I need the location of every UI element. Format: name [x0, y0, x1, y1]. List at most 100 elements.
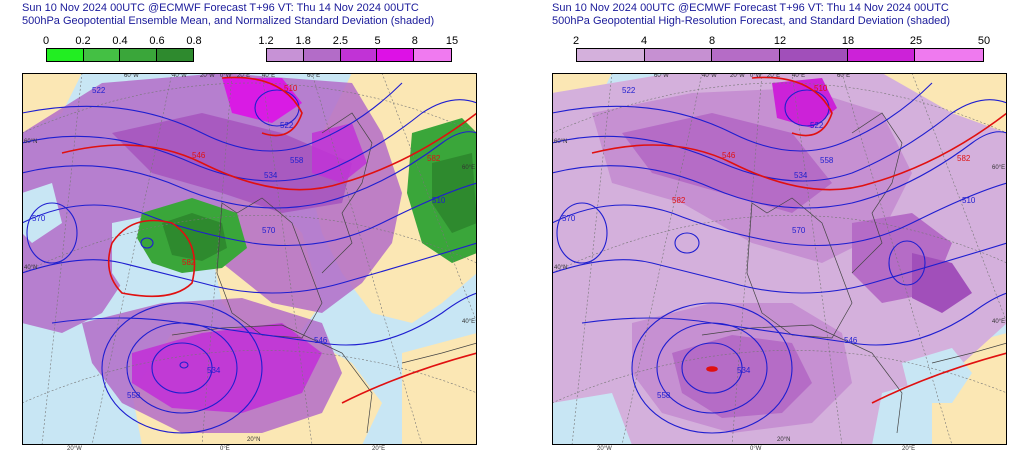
contour-labels: 510 522 534 546 558 570 582 510 534 546 … [562, 84, 976, 400]
colorbar-segment [577, 49, 645, 61]
colorbar-segment [156, 49, 193, 61]
lat-label: 60°N [24, 139, 37, 145]
colorbar-tick-label: 0.2 [75, 35, 91, 47]
contour-label: 582 [672, 196, 686, 205]
colorbar-tick-label: 15 [445, 35, 459, 47]
graticule [22, 73, 477, 445]
lon-label: 20°W [730, 73, 745, 79]
contour-label: 570 [32, 214, 46, 223]
contour-label: 582 [182, 258, 196, 267]
map-frame [552, 73, 1007, 445]
contour-label: 510 [284, 84, 298, 93]
colorbar-tick-label: 5 [374, 35, 381, 47]
left-title-line2: 500hPa Geopotential Ensemble Mean, and N… [22, 15, 435, 27]
geopotential-contours [22, 82, 477, 434]
contour-label: 570 [262, 226, 276, 235]
colorbar-segment [83, 49, 120, 61]
contour-label: 546 [192, 151, 206, 160]
colorbar-segment [303, 49, 341, 61]
lon-label: 40°W [172, 73, 187, 79]
contour-labels: 510 522 534 546 558 570 582 510 534 546 … [32, 84, 446, 400]
colorbar-segment [712, 49, 780, 61]
lat-label: 40°N [24, 265, 37, 271]
lon-label: 60°W [124, 73, 139, 79]
geopotential-contours [552, 82, 1007, 434]
contour-label: 558 [820, 156, 834, 165]
left-map: 510 522 534 546 558 570 582 510 534 546 … [22, 73, 477, 445]
reference-contours [61, 76, 477, 404]
right-bottom-labels: 20°W 0°W 20°E [552, 446, 1007, 454]
colorbar-tick-label: 8 [411, 35, 418, 47]
right-panel: Sun 10 Nov 2024 00UTC @ECMWF Forecast T+… [530, 0, 1024, 454]
colorbar-tick-label: 0.6 [149, 35, 165, 47]
reference-contours [591, 76, 1007, 404]
left-title-line1: Sun 10 Nov 2024 00UTC @ECMWF Forecast T+… [22, 2, 419, 14]
colorbar-segment [47, 49, 84, 61]
lat-label: 40°N [554, 265, 567, 271]
contour-label: 546 [844, 336, 858, 345]
contour-label: 582 [427, 154, 441, 163]
colorbar-tick-label: 18 [841, 35, 855, 47]
contour-label: 534 [794, 171, 808, 180]
colorbar-tick-label: 0.4 [112, 35, 128, 47]
colorbar-tick-label: 0.8 [186, 35, 202, 47]
colorbar-segment [120, 49, 157, 61]
left-panel: Sun 10 Nov 2024 00UTC @ECMWF Forecast T+… [0, 0, 500, 454]
colorbar-segment [414, 49, 451, 61]
lon-label: 40°W [702, 73, 717, 79]
lat-label: 20°N [777, 437, 790, 443]
contour-label: 582 [957, 154, 971, 163]
lon-label: 60°E [837, 73, 850, 79]
lon-label: 20°E [767, 73, 780, 79]
colorbar-tick-label: 8 [708, 35, 716, 47]
lat-label: 60°E [992, 165, 1005, 171]
left-bottom-labels: 20°W 0°E 20°E [22, 446, 477, 454]
lon-label: 20°E [237, 73, 250, 79]
bottom-lon-label: 20°W [67, 446, 82, 452]
colorbar-tick-label: 1.8 [295, 35, 311, 47]
right-map: 510 522 534 546 558 570 582 510 534 546 … [552, 73, 1007, 445]
contour-label: 522 [622, 86, 636, 95]
lat-label: 40°E [462, 319, 475, 325]
axis-labels: 60°W 40°W 20°W 0°W 20°E 40°E 60°E 60°N 4… [554, 73, 1005, 443]
colorbar-segment [267, 49, 304, 61]
lon-label: 40°E [262, 73, 275, 79]
left-green-colorbar [46, 48, 194, 62]
colorbar-tick-label: 2.5 [332, 35, 349, 47]
colorbar-segment [779, 49, 848, 61]
colorbar-tick-label: 0 [42, 35, 50, 47]
lat-label: 60°N [554, 139, 567, 145]
colorbar-segment [340, 49, 378, 61]
colorbar-tick-label: 4 [640, 35, 648, 47]
lat-label: 60°E [462, 165, 475, 171]
colorbar-segment [644, 49, 713, 61]
contour-label: 570 [792, 226, 806, 235]
std-dev-shading [552, 73, 1007, 445]
contour-label: 510 [432, 196, 446, 205]
colorbar-tick-label: 2 [572, 35, 580, 47]
colorbar-segment [377, 49, 415, 61]
right-title-line1: Sun 10 Nov 2024 00UTC @ECMWF Forecast T+… [552, 2, 949, 14]
contour-label: 522 [92, 86, 106, 95]
colorbar-segment [915, 49, 983, 61]
colorbar-tick-label: 25 [909, 35, 923, 47]
contour-label: 534 [207, 366, 221, 375]
lon-label: 0°W [750, 73, 762, 79]
contour-label: 522 [810, 121, 824, 130]
lon-label: 0°W [220, 73, 232, 79]
bottom-lon-label: 20°W [597, 446, 612, 452]
lat-label: 20°N [247, 437, 260, 443]
right-title-line2: 500hPa Geopotential High-Resolution Fore… [552, 15, 951, 27]
contour-label: 534 [737, 366, 751, 375]
contour-label: 546 [722, 151, 736, 160]
low-uncertainty-shading [137, 118, 477, 273]
coastlines [701, 112, 1007, 434]
contour-label: 558 [290, 156, 304, 165]
contour-label: 546 [314, 336, 328, 345]
bottom-lon-label: 20°E [372, 446, 386, 452]
contour-label: 522 [280, 121, 294, 130]
lon-label: 20°W [200, 73, 215, 79]
lon-label: 60°E [307, 73, 320, 79]
bottom-lon-label: 20°E [902, 446, 916, 452]
right-map-svg: 510 522 534 546 558 570 582 510 534 546 … [552, 73, 1007, 445]
